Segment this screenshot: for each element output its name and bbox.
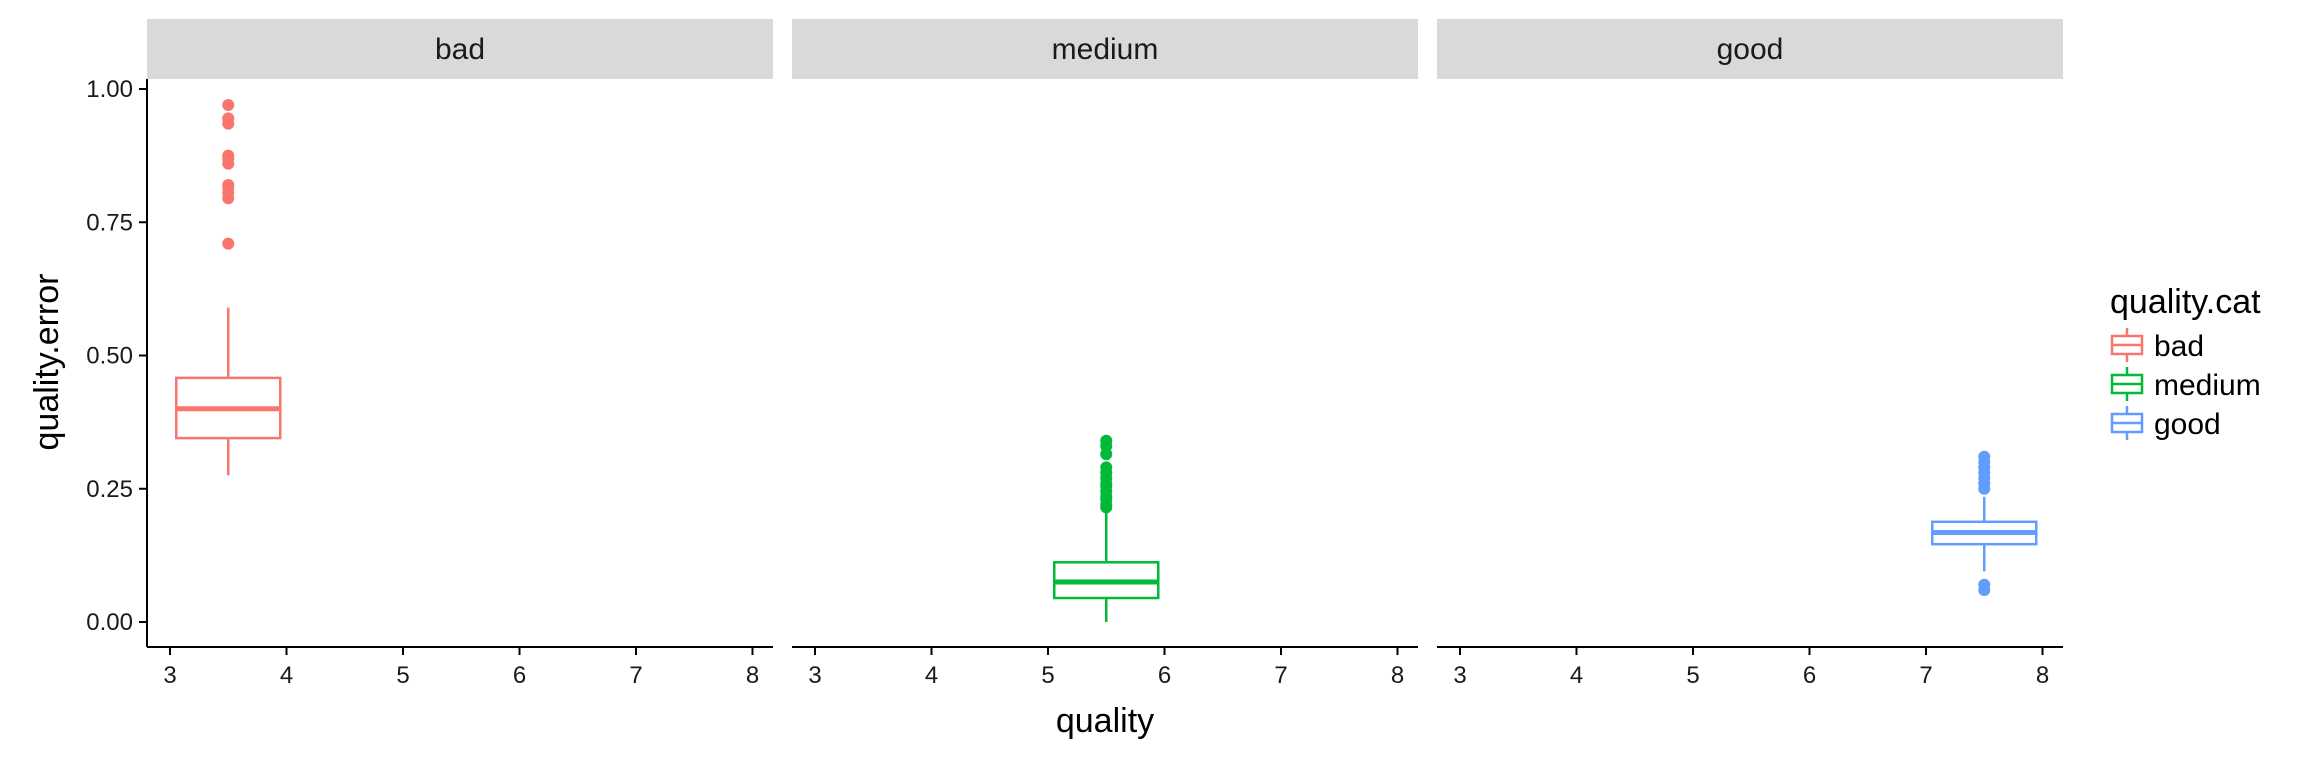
outlier-point — [1100, 461, 1113, 474]
facet-panel-good: good 3 4 5 6 7 8 — [1437, 19, 2063, 689]
outlier-point — [222, 178, 235, 191]
y-axis: 0.00 0.25 0.50 0.75 1.00 — [86, 76, 148, 647]
facet-strip — [1437, 19, 2063, 79]
x-tick-label: 8 — [746, 662, 759, 689]
x-tick-label: 3 — [163, 662, 176, 689]
facet-panel-bad: bad 3 4 5 6 7 8 — [147, 19, 773, 689]
legend-label: medium — [2154, 369, 2261, 402]
legend-label: good — [2154, 408, 2221, 441]
boxplot-bad — [175, 98, 282, 476]
x-tick-label: 3 — [1453, 662, 1466, 689]
legend-item-bad: bad — [2110, 328, 2204, 363]
y-tick-label: 1.00 — [86, 76, 133, 103]
outlier-point — [222, 149, 235, 162]
x-tick-label: 6 — [1803, 662, 1816, 689]
x-tick-label: 6 — [513, 662, 526, 689]
boxplot-medium — [1053, 434, 1160, 622]
legend: quality.cat bad medium good — [2110, 283, 2261, 441]
facet-strip-label: medium — [1052, 33, 1159, 66]
legend-item-good: good — [2110, 406, 2221, 441]
y-axis-title: quality.error — [28, 274, 66, 451]
legend-label: bad — [2154, 330, 2204, 363]
x-tick-label: 5 — [1686, 662, 1699, 689]
x-tick-label: 7 — [1919, 662, 1932, 689]
x-tick-label: 4 — [1570, 662, 1583, 689]
outlier-point — [222, 112, 235, 125]
y-tick-label: 0.00 — [86, 609, 133, 636]
facet-panel-medium: medium 3 4 5 6 7 8 — [792, 19, 1418, 689]
facet-strip-label: good — [1717, 33, 1784, 66]
facet-strip — [792, 19, 1418, 79]
facet-strip-label: bad — [435, 33, 485, 66]
x-tick-label: 4 — [925, 662, 938, 689]
x-tick-label: 7 — [629, 662, 642, 689]
facet-strip — [147, 19, 773, 79]
x-axis-title: quality — [1056, 702, 1154, 740]
x-tick-label: 8 — [2036, 662, 2049, 689]
x-tick-label: 3 — [808, 662, 821, 689]
y-tick-label: 0.50 — [86, 343, 133, 370]
x-tick-label: 5 — [1041, 662, 1054, 689]
legend-item-medium: medium — [2110, 367, 2261, 402]
x-tick-label: 4 — [280, 662, 293, 689]
x-tick-label: 7 — [1274, 662, 1287, 689]
outlier-point — [1978, 450, 1991, 463]
y-tick-label: 0.75 — [86, 209, 133, 236]
x-tick-label: 5 — [396, 662, 409, 689]
legend-title: quality.cat — [2110, 283, 2261, 321]
boxplot-good — [1931, 450, 2038, 597]
y-tick-label: 0.25 — [86, 476, 133, 503]
outlier-point — [222, 237, 235, 250]
x-tick-label: 8 — [1391, 662, 1404, 689]
outlier-point — [1978, 578, 1991, 591]
outlier-point — [222, 98, 235, 111]
x-tick-label: 6 — [1158, 662, 1171, 689]
outlier-point — [1100, 434, 1113, 447]
panels-layer: bad 3 4 5 6 7 8 medium 3 4 5 6 7 8 good 3 4 5 6 7 8 — [147, 19, 2063, 689]
